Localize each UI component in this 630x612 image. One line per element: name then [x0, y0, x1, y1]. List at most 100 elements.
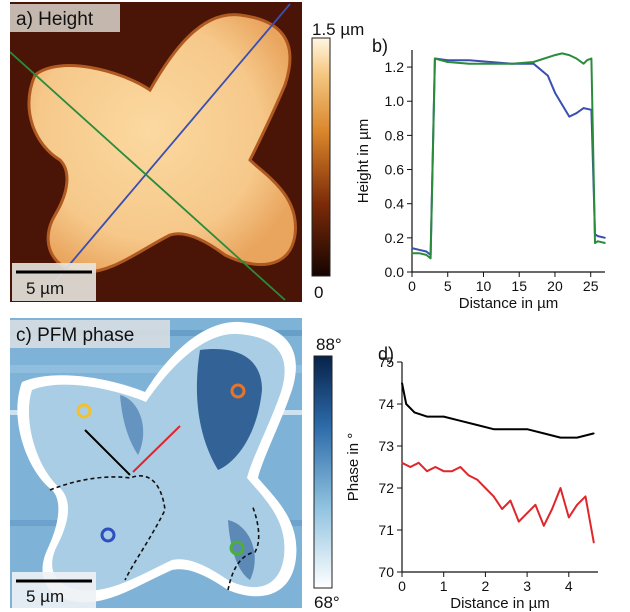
data-point	[568, 54, 571, 56]
panel-d-label: d)	[378, 344, 394, 364]
y-tick-label: 0.0	[385, 264, 405, 280]
x-tick-label: 25	[583, 278, 599, 294]
y-tick-label: 75	[378, 354, 394, 370]
y-tick-label: 71	[378, 522, 394, 538]
data-point	[459, 420, 462, 422]
data-point	[593, 432, 595, 435]
data-point	[586, 59, 588, 62]
data-point	[594, 242, 596, 244]
series-line-1	[401, 461, 595, 543]
pfm-marker-blue	[100, 527, 116, 543]
data-point	[532, 61, 535, 63]
phase-profile-chart: 0 1 2 3 4 70 71 72 73 74 75 Distance in µm Phase in …	[345, 354, 598, 612]
data-point	[534, 504, 537, 506]
data-point	[575, 57, 578, 60]
x-tick-label: 20	[547, 278, 563, 294]
data-point	[409, 466, 412, 468]
data-point	[590, 57, 593, 60]
x-axis-label: Distance in µm	[450, 595, 550, 612]
data-point	[446, 61, 449, 63]
data-point	[604, 242, 606, 244]
x-axis-label: Distance in µm	[459, 295, 559, 312]
data-point	[526, 428, 528, 431]
y-axis-label: Height in µm	[355, 119, 372, 204]
height-colorbar-min: 0	[314, 283, 323, 302]
y-tick-label: 0.2	[385, 230, 405, 246]
data-point	[576, 504, 578, 506]
data-point	[542, 432, 545, 435]
data-point	[476, 424, 478, 426]
data-point	[468, 62, 470, 65]
panel-c-scalebar-label: 5 µm	[26, 587, 64, 606]
data-point	[418, 252, 420, 255]
data-point	[442, 470, 445, 473]
data-point	[434, 57, 436, 60]
data-point	[568, 115, 571, 118]
data-point	[401, 382, 403, 384]
data-point	[593, 541, 595, 544]
data-point	[492, 495, 495, 498]
data-point	[568, 516, 570, 519]
data-point	[509, 428, 512, 431]
height-flake-shape	[27, 13, 297, 274]
series-line-0	[401, 382, 595, 439]
y-tick-label: 70	[378, 564, 394, 580]
data-point	[517, 520, 520, 523]
data-point	[511, 62, 513, 65]
data-point	[425, 250, 428, 253]
data-point	[442, 415, 445, 418]
pfm-domain-boundary-1	[49, 475, 166, 581]
data-point	[604, 237, 606, 239]
data-point	[559, 487, 562, 489]
data-point	[467, 474, 470, 477]
height-profile-chart: 0 5 10 15 20 25 0.0 0.2 0.4 0.6 0.8 1.0 1.2 Distance …	[355, 50, 606, 312]
x-tick-label: 2	[482, 578, 490, 594]
data-point	[559, 436, 562, 439]
panel-a-scalebar-label: 5 µm	[26, 279, 64, 298]
data-point	[405, 403, 407, 405]
y-tick-label: 72	[378, 480, 394, 496]
panel-a-scalebar-box	[12, 263, 96, 301]
data-point	[551, 508, 553, 510]
height-colorbar	[311, 37, 331, 277]
series-line-1	[412, 52, 606, 260]
y-tick-label: 0.6	[385, 162, 405, 178]
data-point	[501, 508, 503, 510]
data-point	[597, 240, 599, 243]
data-point	[429, 257, 432, 260]
panel-b-label: b)	[372, 36, 388, 56]
data-point	[434, 466, 437, 468]
data-point	[532, 62, 535, 65]
x-tick-label: 4	[565, 578, 573, 594]
height-profile-blue	[47, 3, 291, 291]
data-point	[576, 436, 578, 439]
data-point	[411, 252, 413, 255]
data-point	[476, 478, 478, 481]
panel-c-label-box	[10, 320, 170, 348]
data-point	[468, 59, 470, 62]
y-tick-label: 1.0	[385, 93, 405, 109]
x-tick-label: 0	[398, 578, 406, 594]
y-axis-label: Phase in °	[345, 433, 362, 502]
data-point	[492, 428, 495, 431]
pfm-colorbar-min: 68°	[314, 593, 340, 612]
data-point	[484, 487, 487, 489]
pfm-marker-yellow	[76, 403, 92, 419]
panel-c-label: c) PFM phase	[16, 325, 134, 346]
pfm-marker-orange	[230, 383, 246, 399]
y-tick-label: 0.8	[385, 127, 405, 143]
y-tick-label: 1.2	[385, 59, 405, 75]
x-tick-label: 15	[511, 278, 527, 294]
y-tick-label: 73	[378, 438, 394, 454]
data-point	[561, 52, 563, 55]
data-point	[426, 470, 428, 473]
y-tick-label: 0.4	[385, 196, 405, 212]
height-colorbar-max: 1.5 µm	[312, 20, 364, 39]
data-point	[575, 112, 578, 114]
pfm-colorbar-max: 88°	[316, 335, 342, 354]
pfm-marker-green	[229, 540, 245, 556]
data-point	[526, 512, 528, 514]
panel-c-scalebar-box	[12, 572, 96, 608]
data-point	[411, 247, 413, 249]
